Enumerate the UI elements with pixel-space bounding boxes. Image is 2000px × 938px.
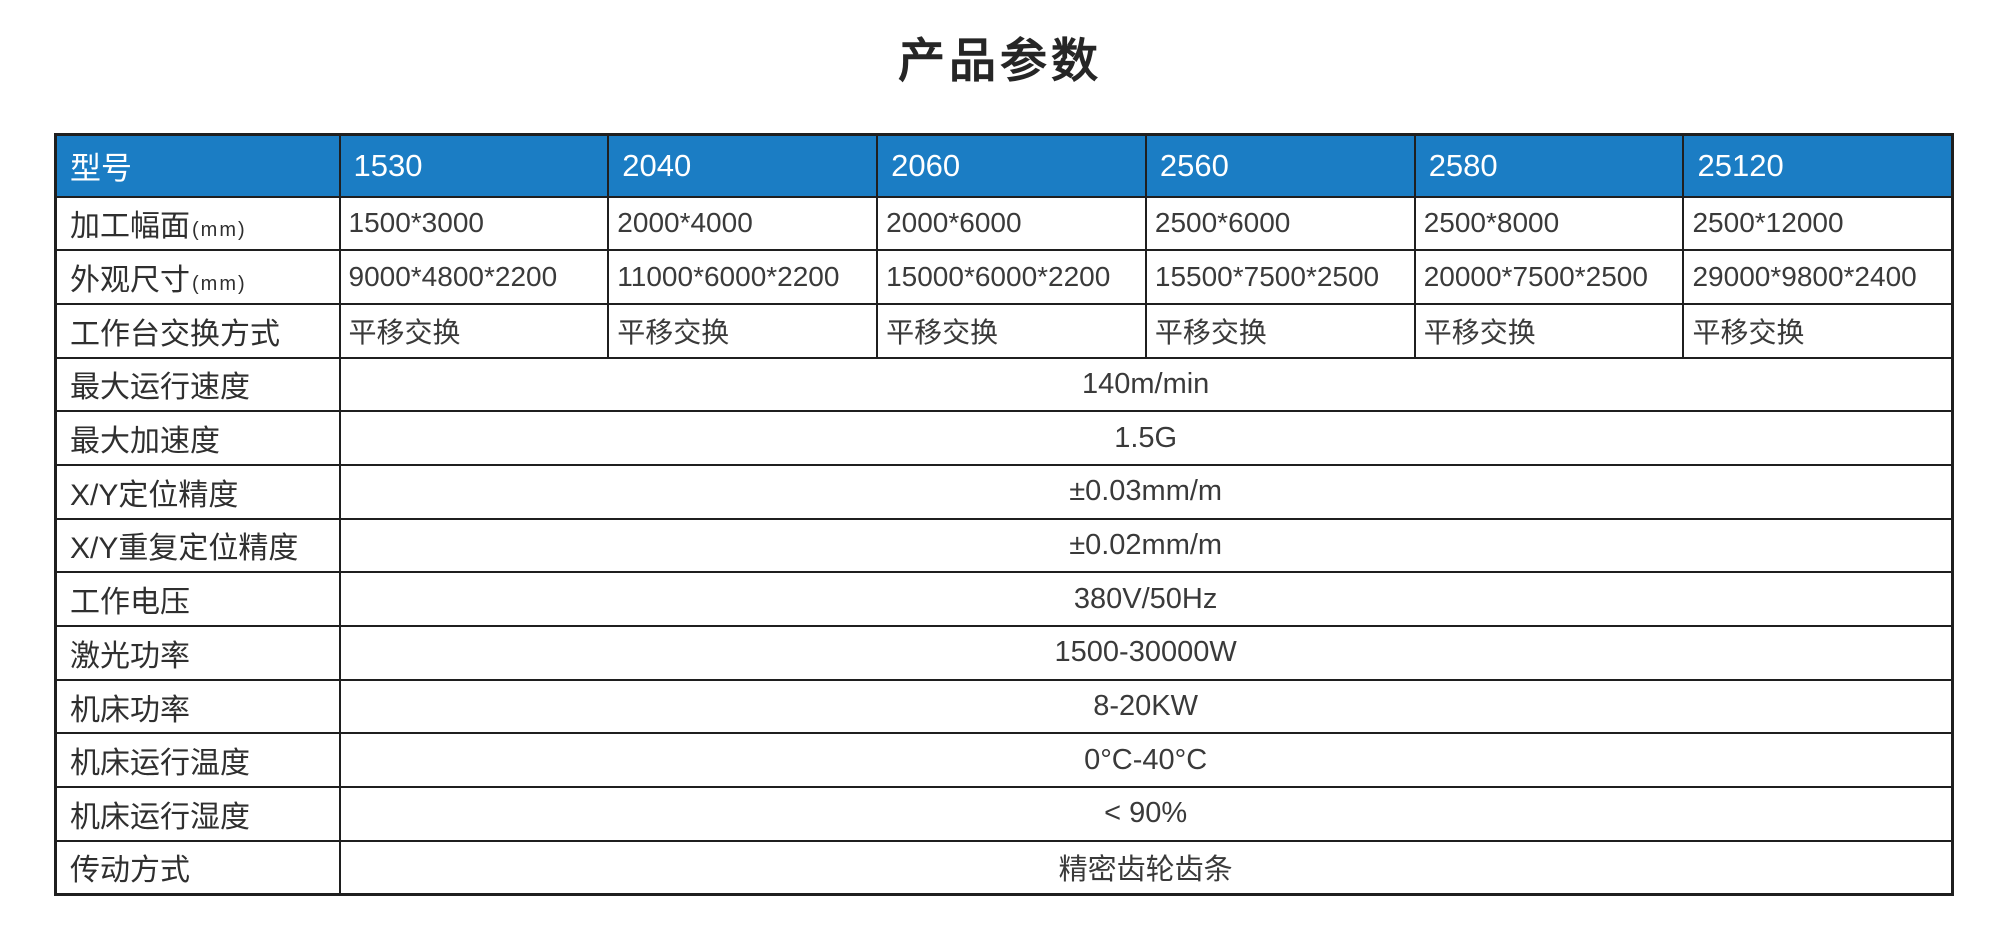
header-model-2560: 2560: [1144, 133, 1416, 198]
spec-cell: 平移交换: [1682, 302, 1954, 359]
row-label-text: 加工幅面: [70, 210, 190, 244]
spec-cell-merged: ±0.02mm/m: [338, 517, 1954, 574]
row-label-text: 机床运行湿度: [70, 800, 250, 834]
row-label-text: X/Y重复定位精度: [70, 532, 299, 566]
spec-cell-merged: ±0.03mm/m: [338, 463, 1954, 520]
spec-table-body: 加工幅面 (mm) 1500*3000 2000*4000 2000*6000 2500*…: [54, 195, 1954, 896]
row-label-text: 最大运行速度: [70, 371, 250, 405]
spec-cell: 平移交换: [338, 302, 610, 359]
header-model-1530: 1530: [338, 133, 610, 198]
spec-cell-merged: 1500-30000W: [338, 625, 1954, 681]
row-label: 机床功率: [54, 678, 341, 735]
spec-cell: 平移交换: [1413, 302, 1685, 359]
spec-cell-merged: 1.5G: [338, 410, 1954, 466]
header-model-2040: 2040: [607, 133, 879, 198]
row-label-text: 传动方式: [70, 854, 190, 888]
row-label-text: 工作台交换方式: [70, 317, 280, 351]
spec-row: 传动方式 精密齿轮齿条: [54, 839, 1954, 896]
spec-cell: 2500*8000: [1413, 195, 1685, 252]
row-label-text: 激光功率: [70, 639, 190, 673]
spec-row: 工作电压 380V/50Hz: [54, 571, 1954, 627]
spec-row: 机床运行温度 0°C-40°C: [54, 732, 1954, 789]
spec-row: 机床功率 8-20KW: [54, 678, 1954, 735]
row-label: 工作台交换方式: [54, 302, 341, 359]
row-label-text: X/Y定位精度: [70, 478, 239, 512]
row-label: 激光功率: [54, 625, 341, 681]
row-label: 最大运行速度: [54, 356, 341, 413]
row-label-text: 机床运行温度: [70, 747, 250, 781]
row-label: 工作电压: [54, 571, 341, 627]
spec-row: 最大加速度 1.5G: [54, 410, 1954, 466]
spec-cell-merged: 140m/min: [338, 356, 1954, 413]
row-label-text: 工作电压: [70, 586, 190, 620]
spec-row: X/Y定位精度 ±0.03mm/m: [54, 463, 1954, 520]
row-label: 机床运行温度: [54, 732, 341, 789]
spec-row: X/Y重复定位精度 ±0.02mm/m: [54, 517, 1954, 574]
row-label-text: 外观尺寸: [70, 264, 190, 298]
header-model-25120: 25120: [1682, 133, 1954, 198]
spec-header-row: 型号 1530 2040 2060 2560 2580 25120: [54, 133, 1954, 198]
row-label: 传动方式: [54, 839, 341, 896]
header-model-2060: 2060: [876, 133, 1147, 198]
spec-cell-merged: 精密齿轮齿条: [338, 839, 1954, 896]
row-label: 加工幅面 (mm): [54, 195, 341, 252]
spec-cell: 9000*4800*2200: [338, 249, 610, 305]
spec-cell: 15500*7500*2500: [1144, 249, 1416, 305]
row-label: 外观尺寸 (mm): [54, 249, 341, 305]
spec-cell: 2000*6000: [876, 195, 1147, 252]
spec-cell-merged: 8-20KW: [338, 678, 1954, 735]
row-label-unit: (mm): [192, 219, 247, 242]
spec-cell: 平移交换: [1144, 302, 1416, 359]
spec-cell: 平移交换: [876, 302, 1147, 359]
spec-cell: 29000*9800*2400: [1682, 249, 1954, 305]
spec-cell-merged: 380V/50Hz: [338, 571, 1954, 627]
spec-cell-merged: < 90%: [338, 786, 1954, 842]
spec-cell-merged: 0°C-40°C: [338, 732, 1954, 789]
spec-row: 加工幅面 (mm) 1500*3000 2000*4000 2000*6000 2500*…: [54, 195, 1954, 252]
row-label: X/Y定位精度: [54, 463, 341, 520]
row-label-text: 最大加速度: [70, 425, 220, 459]
spec-row: 机床运行湿度 < 90%: [54, 786, 1954, 842]
spec-cell: 1500*3000: [338, 195, 610, 252]
spec-cell: 平移交换: [607, 302, 879, 359]
header-model-2580: 2580: [1413, 133, 1685, 198]
page-title: 产品参数: [898, 34, 1102, 87]
row-label-text: 机床功率: [70, 693, 190, 727]
spec-row: 最大运行速度 140m/min: [54, 356, 1954, 413]
spec-row: 工作台交换方式 平移交换 平移交换 平移交换 平移交换 平移交换 平移交换: [54, 302, 1954, 359]
spec-cell: 15000*6000*2200: [876, 249, 1147, 305]
product-spec-table: 型号 1530 2040 2060 2560 2580 25120 加工幅面 (mm) 150…: [54, 133, 1954, 896]
spec-cell: 11000*6000*2200: [607, 249, 879, 305]
spec-cell: 20000*7500*2500: [1413, 249, 1685, 305]
spec-row: 外观尺寸 (mm) 9000*4800*2200 11000*6000*2200 150…: [54, 249, 1954, 305]
spec-cell: 2500*12000: [1682, 195, 1954, 252]
row-label: 最大加速度: [54, 410, 341, 466]
row-label: X/Y重复定位精度: [54, 517, 341, 574]
spec-cell: 2000*4000: [607, 195, 879, 252]
row-label-unit: (mm): [192, 273, 247, 296]
spec-cell: 2500*6000: [1144, 195, 1416, 252]
spec-row: 激光功率 1500-30000W: [54, 625, 1954, 681]
row-label: 机床运行湿度: [54, 786, 341, 842]
header-model-label: 型号: [54, 133, 341, 198]
